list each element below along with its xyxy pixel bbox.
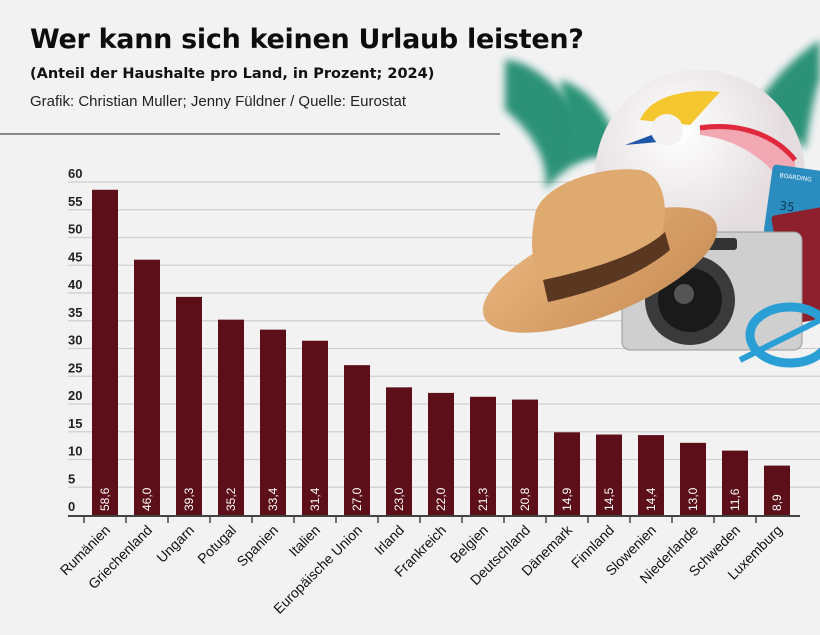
ticket-gate: 35 [779,199,796,215]
bar [134,259,160,515]
sunglasses-icon [738,302,820,368]
data-label: 8,9 [770,494,784,511]
hat-icon [482,169,718,333]
data-label: 21,3 [476,487,490,511]
x-tick-label: Spanien [233,522,281,570]
bar [470,396,496,515]
bar [764,465,790,515]
header-divider [0,133,500,135]
chart-subtitle: (Anteil der Haushalte pro Land, in Proze… [30,66,435,82]
y-tick-label: 30 [68,333,82,348]
y-tick-label: 0 [68,499,75,514]
x-tick-label: Potugal [194,522,239,567]
y-tick-label: 35 [68,305,82,320]
data-label: 39,3 [182,487,196,511]
bar [638,435,664,515]
x-tick-label: Ungarn [153,522,197,566]
data-label: 58,6 [98,487,112,511]
x-tick-label: Italien [285,522,323,560]
data-label: 33,4 [266,487,280,511]
data-label: 46,0 [140,487,154,511]
data-label: 22,0 [434,487,448,511]
data-label: 14,9 [560,487,574,511]
bar [92,189,118,515]
data-label: 35,2 [224,487,238,511]
y-tick-label: 15 [68,416,82,431]
chart-credit: Grafik: Christian Muller; Jenny Füldner … [30,93,406,110]
y-tick-label: 25 [68,360,82,375]
ticket-text: BOARDING [779,172,812,183]
y-tick-label: 40 [68,277,82,292]
bar [218,319,244,515]
bar [512,399,538,515]
y-tick-label: 10 [68,444,82,459]
chart-title: Wer kann sich keinen Urlaub leisten? [30,24,584,55]
bar [554,432,580,515]
bar [176,296,202,515]
y-tick-label: 55 [68,194,82,209]
data-label: 11,6 [728,488,742,511]
y-tick-label: 20 [68,388,82,403]
data-label: 14,5 [602,487,616,511]
data-label: 31,4 [308,487,322,511]
vacation-illustration: BOARDING 35 [482,40,820,368]
bar [428,392,454,515]
data-label: 27,0 [350,487,364,511]
x-tick-label: Irland [371,522,407,558]
bar [722,450,748,515]
data-label: 13,0 [686,487,700,511]
data-label: 20,8 [518,487,532,511]
data-label: 23,0 [392,487,406,511]
bar [302,340,328,515]
y-tick-label: 45 [68,249,82,264]
y-tick-label: 5 [68,471,75,486]
bar [386,387,412,515]
y-tick-label: 60 [68,166,82,181]
y-tick-label: 50 [68,222,82,237]
bar [344,365,370,515]
bar [260,329,286,515]
bar [680,442,706,515]
data-label: 14,4 [644,487,658,511]
bar [596,434,622,515]
